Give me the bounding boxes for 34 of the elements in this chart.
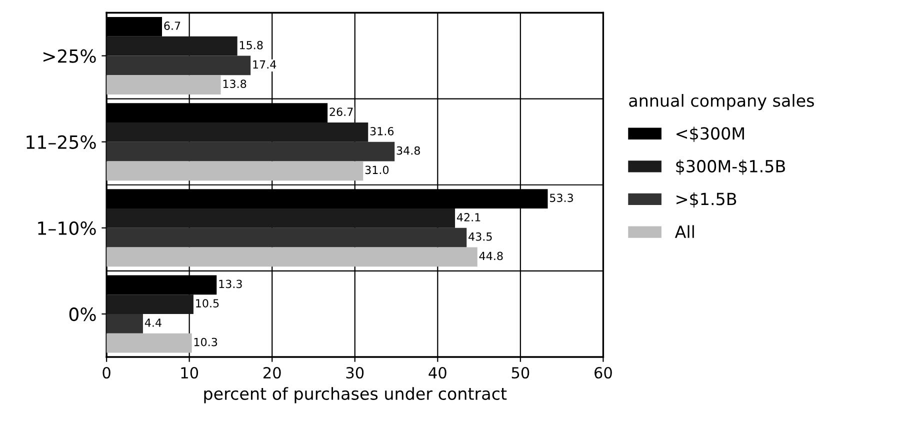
data-label: 26.7 xyxy=(330,108,353,116)
y-tick-label: 11–25% xyxy=(26,135,96,149)
data-label: 31.6 xyxy=(370,126,394,136)
legend-label: <$300M xyxy=(676,126,744,142)
data-label: 53.3 xyxy=(550,194,573,202)
legend-title: annual company sales xyxy=(629,94,814,110)
data-label: 15.8 xyxy=(240,40,263,50)
legend-label: All xyxy=(674,225,694,238)
bar xyxy=(106,56,251,76)
data-label: 31.0 xyxy=(365,166,389,174)
x-tick-label: 10 xyxy=(181,366,198,379)
x-tick-label: 30 xyxy=(346,366,364,379)
y-tick-label: 1–10% xyxy=(38,221,96,236)
x-axis-title: percent of purchases under contract xyxy=(204,387,507,404)
x-tick-label: 20 xyxy=(264,366,281,379)
data-label: 13.3 xyxy=(219,280,242,288)
y-tick-label: >25% xyxy=(43,49,96,63)
x-tick-label: 50 xyxy=(512,366,530,379)
legend-label: $300M-$1.5B xyxy=(676,160,785,175)
data-label: 34.8 xyxy=(396,146,420,155)
data-label: 13.8 xyxy=(223,80,246,88)
x-tick-label: 40 xyxy=(428,366,446,379)
data-label: 10.5 xyxy=(196,299,219,308)
data-label: 17.4 xyxy=(253,60,276,69)
data-label: 42.1 xyxy=(456,213,480,222)
data-label: 44.8 xyxy=(479,252,503,260)
data-label: 6.7 xyxy=(164,22,180,30)
x-tick-label: 0 xyxy=(102,366,110,379)
data-label: 43.5 xyxy=(468,232,492,241)
x-tick-label: 60 xyxy=(594,366,612,379)
y-tick-label: 0% xyxy=(69,307,96,322)
data-label: 10.3 xyxy=(194,338,218,346)
data-label: 4.4 xyxy=(144,318,162,327)
legend-label: >$1.5B xyxy=(676,192,736,208)
